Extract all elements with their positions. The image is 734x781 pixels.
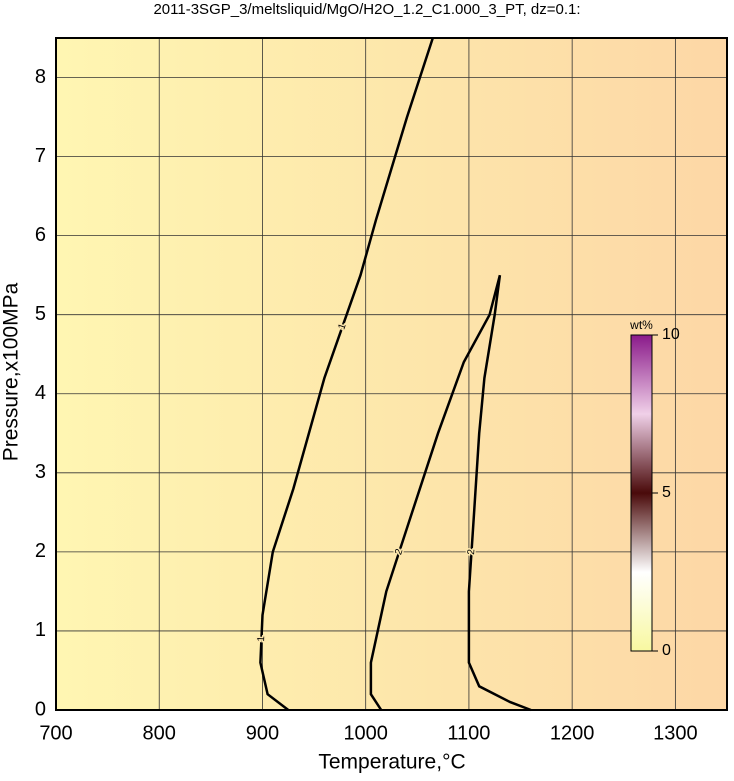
plot-background [56,38,727,710]
y-tick-label: 2 [35,540,46,562]
y-tick-label: 7 [35,145,46,167]
x-tick-label: 1000 [343,722,388,744]
x-tick-label: 900 [246,722,279,744]
y-tick-label: 5 [35,303,46,325]
y-tick-label: 6 [35,224,46,246]
contour-line [259,37,434,711]
contour-label: 2 [466,548,477,555]
plot-frame [55,37,728,711]
x-tick-label: 1300 [653,722,698,744]
y-axis-label: Pressure,x100MPa [0,282,23,461]
y-tick-label: 0 [35,698,46,720]
x-tick-label: 1100 [447,722,490,744]
y-tick-label: 3 [35,461,46,483]
colorbar [630,334,653,652]
colorbar-tick-label: 0 [662,642,671,659]
y-tick-label: 1 [35,619,46,641]
x-axis-label: Temperature,°C [318,751,465,774]
colorbar-tick-label: 10 [662,326,680,343]
x-tick-label: 1200 [550,722,595,744]
chart-title: 2011-3SGP_3/meltsliquid/MgO/H2O_1.2_C1.0… [153,1,580,18]
y-tick-label: 4 [35,382,46,404]
x-tick-label: 800 [143,722,176,744]
colorbar-label: wt% [629,318,653,332]
contour-line [369,274,532,712]
contour-label: 1 [256,635,267,641]
x-tick-label: 700 [39,722,72,744]
colorbar-tick-label: 5 [662,484,671,501]
y-tick-label: 8 [35,66,46,88]
